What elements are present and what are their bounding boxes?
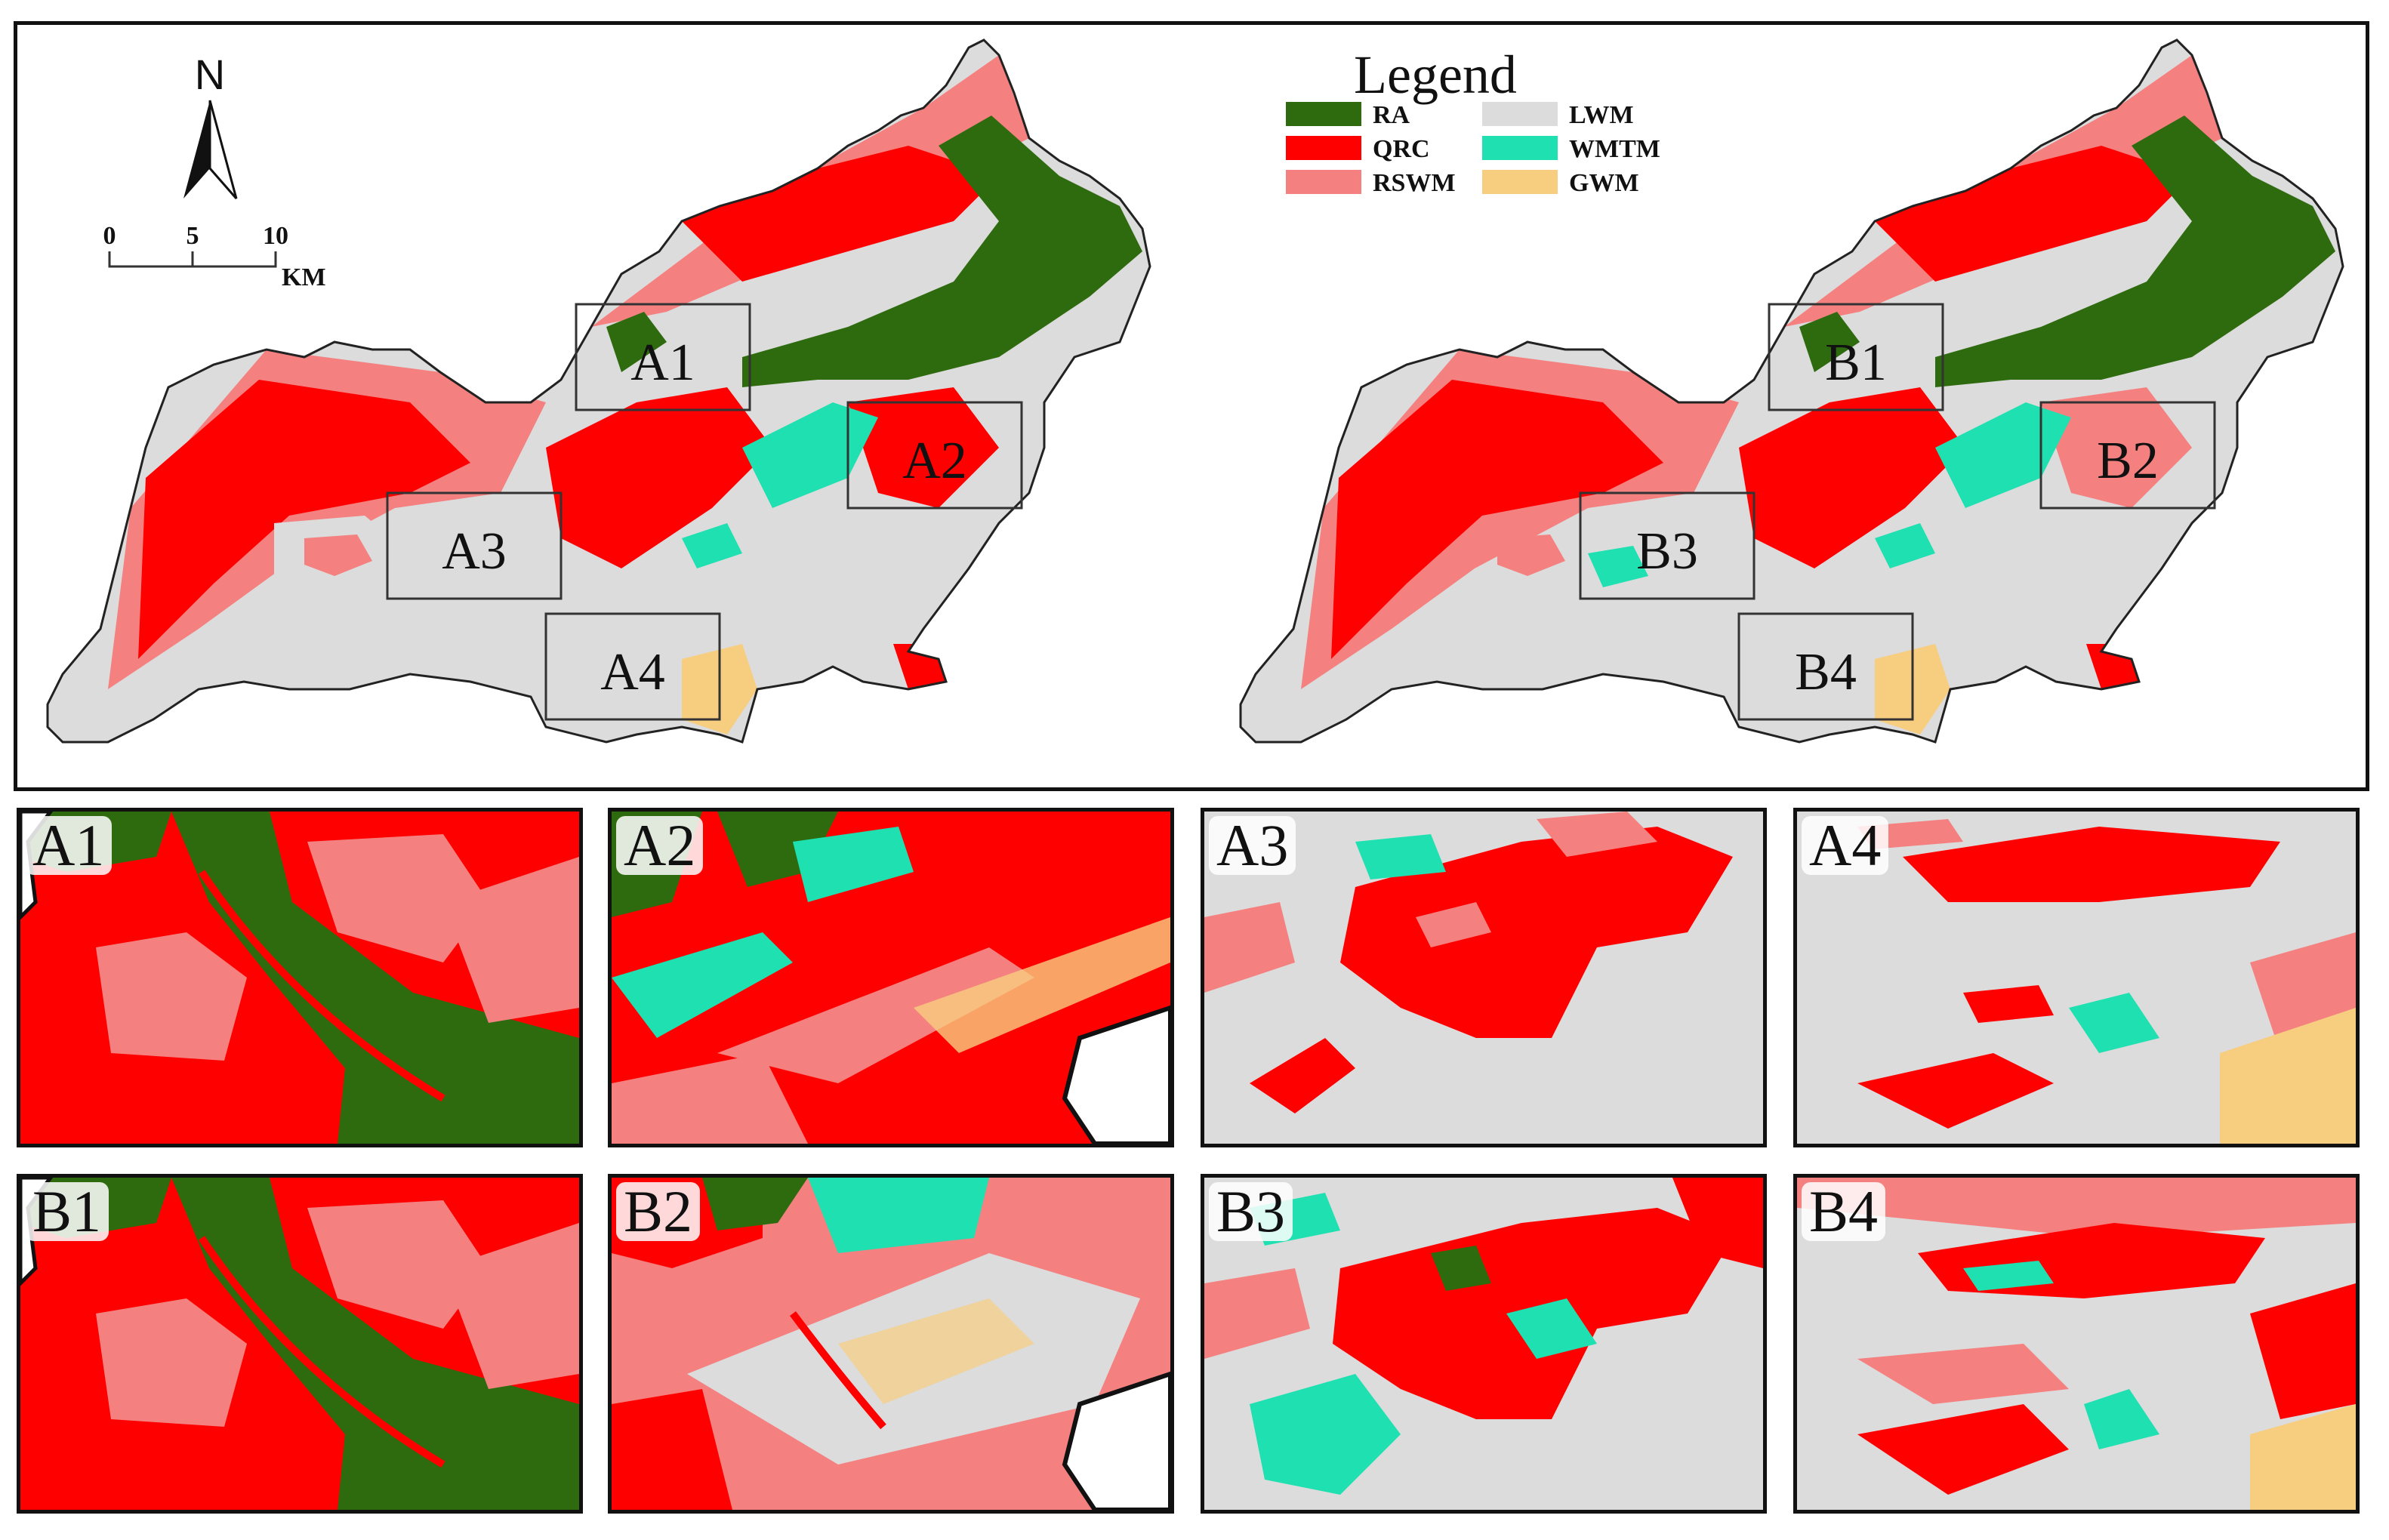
legend-label-gwm: GWM xyxy=(1569,169,1639,197)
box-b4-label: B4 xyxy=(1795,643,1857,701)
box-a3-label: A3 xyxy=(442,522,507,581)
panel-a4: A4 xyxy=(1793,808,2360,1147)
panel-a4-label: A4 xyxy=(1802,816,1889,875)
panel-a2: A2 xyxy=(608,808,1174,1147)
legend-label-wmtm: WMTM xyxy=(1569,135,1660,163)
legend-title: Legend xyxy=(1354,45,1517,105)
legend: Legend RA QRC RSWM LWM WMTM GWM xyxy=(1286,45,1660,197)
box-a3: A3 xyxy=(386,491,563,600)
panel-a2-label: A2 xyxy=(616,816,704,875)
scale-tick-5: 5 xyxy=(186,222,199,250)
box-b3-label: B3 xyxy=(1636,522,1698,581)
panel-b3: B3 xyxy=(1201,1174,1767,1514)
box-b1: B1 xyxy=(1768,303,1944,411)
panel-a1-label: A1 xyxy=(25,816,113,875)
left-region-map: A1 A2 A3 A4 xyxy=(46,38,1151,744)
north-arrow-icon xyxy=(183,100,210,199)
legend-label-ra: RA xyxy=(1373,101,1410,129)
legend-swatch-qrc xyxy=(1286,136,1361,160)
panel-b2-label: B2 xyxy=(616,1182,701,1241)
legend-swatch-lwm xyxy=(1482,102,1558,126)
scale-tick-10: 10 xyxy=(263,222,288,250)
panel-b4-label: B4 xyxy=(1802,1182,1886,1241)
main-map-frame: A1 A2 A3 A4 xyxy=(14,21,2369,791)
box-a2: A2 xyxy=(846,401,1023,510)
legend-label-rswm: RSWM xyxy=(1373,169,1456,197)
legend-swatch-rswm xyxy=(1286,170,1361,194)
panel-b4: B4 xyxy=(1793,1174,2360,1514)
box-a1: A1 xyxy=(575,303,751,411)
panel-a3-label: A3 xyxy=(1209,816,1296,875)
box-b1-label: B1 xyxy=(1825,334,1887,392)
panel-b2: B2 xyxy=(608,1174,1174,1514)
north-label: N xyxy=(195,51,225,98)
north-arrow: N xyxy=(183,51,238,199)
legend-swatch-ra xyxy=(1286,102,1361,126)
scale-bar: 0 5 10 KM xyxy=(103,222,326,291)
scale-tick-0: 0 xyxy=(103,222,116,250)
scale-unit: KM xyxy=(282,263,326,291)
panel-b1-label: B1 xyxy=(25,1182,109,1241)
legend-label-lwm: LWM xyxy=(1569,101,1634,129)
overview-maps-svg: A1 A2 A3 A4 xyxy=(46,38,2344,744)
box-a1-label: A1 xyxy=(630,334,695,392)
box-b4: B4 xyxy=(1737,612,1914,721)
box-b2: B2 xyxy=(2039,401,2216,510)
box-b3: B3 xyxy=(1579,491,1756,600)
box-a2-label: A2 xyxy=(902,432,967,490)
panel-a1: A1 xyxy=(17,808,583,1147)
legend-swatch-wmtm xyxy=(1482,136,1558,160)
box-b2-label: B2 xyxy=(2097,432,2159,490)
panel-b1: B1 xyxy=(17,1174,583,1514)
legend-label-qrc: QRC xyxy=(1373,135,1430,163)
legend-swatch-gwm xyxy=(1482,170,1558,194)
panel-a3: A3 xyxy=(1201,808,1767,1147)
box-a4-label: A4 xyxy=(600,643,665,701)
box-a4: A4 xyxy=(544,612,721,721)
panel-b3-label: B3 xyxy=(1209,1182,1293,1241)
